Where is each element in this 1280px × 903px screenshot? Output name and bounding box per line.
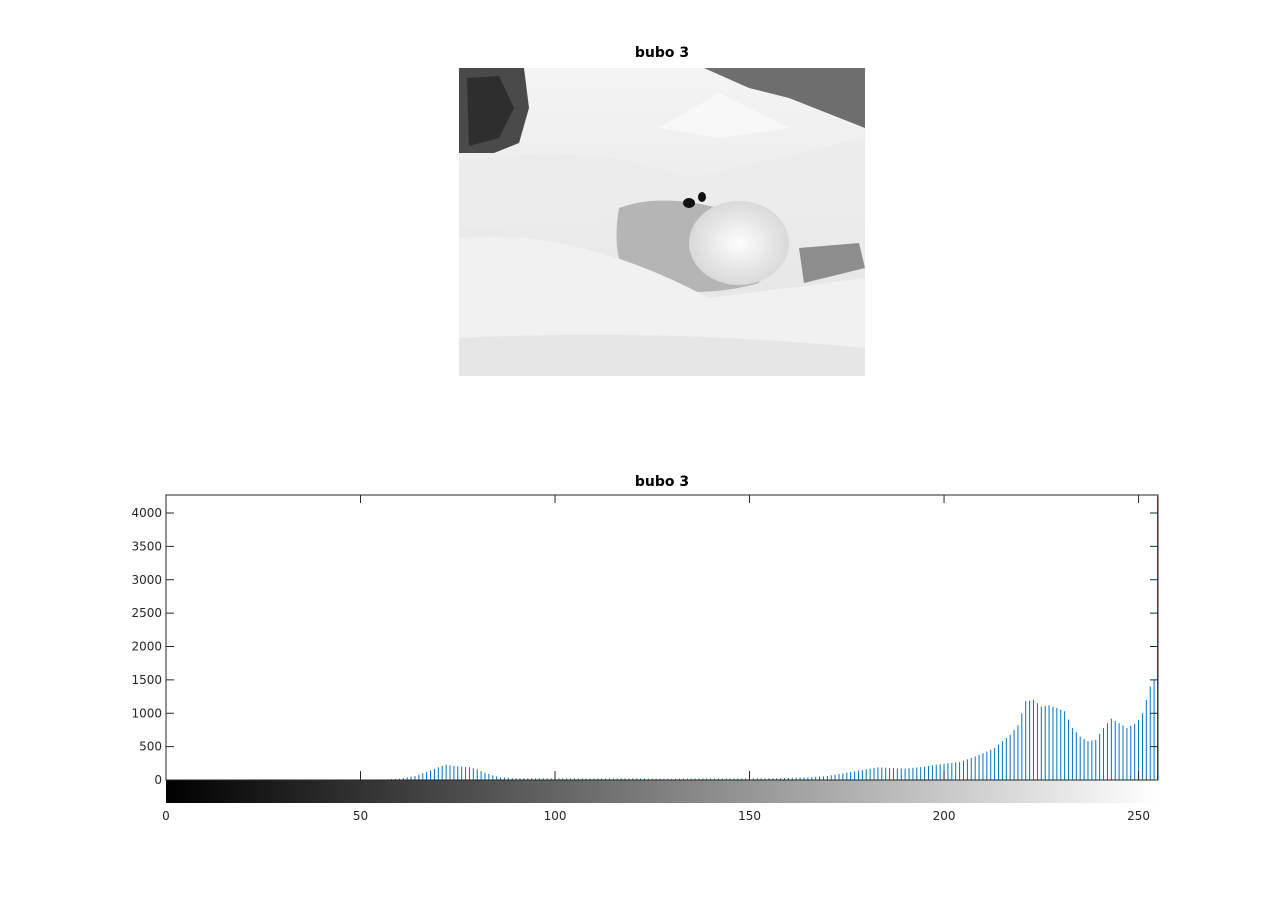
y-tick-label: 2000 [131,640,162,654]
image-title: bubo 3 [634,45,690,61]
y-tick-label: 500 [139,740,162,754]
grayscale-photo [459,68,865,376]
y-tick-label: 3000 [131,573,162,587]
x-tick-label: 250 [1127,809,1150,823]
grayscale-colorbar [166,780,1158,803]
y-tick-label: 4000 [131,506,162,520]
x-tick-label: 50 [353,809,368,823]
y-tick-label: 1500 [131,673,162,687]
x-tick-label: 0 [162,809,170,823]
y-tick-label: 0 [154,773,162,787]
x-tick-label: 200 [933,809,956,823]
axes-box [165,494,1159,781]
x-tick-label: 100 [544,809,567,823]
x-axis: 0 50 100 150 200 250 [162,495,1150,823]
y-tick-label: 2500 [131,606,162,620]
y-axis: 0 500 1000 1500 2000 2500 3000 3500 4000 [131,506,1158,787]
x-tick-label: 150 [738,809,761,823]
y-tick-label: 1000 [131,706,162,720]
histogram-title: bubo 3 [634,474,690,490]
histogram-bars [165,496,1158,780]
y-tick-label: 3500 [131,539,162,553]
